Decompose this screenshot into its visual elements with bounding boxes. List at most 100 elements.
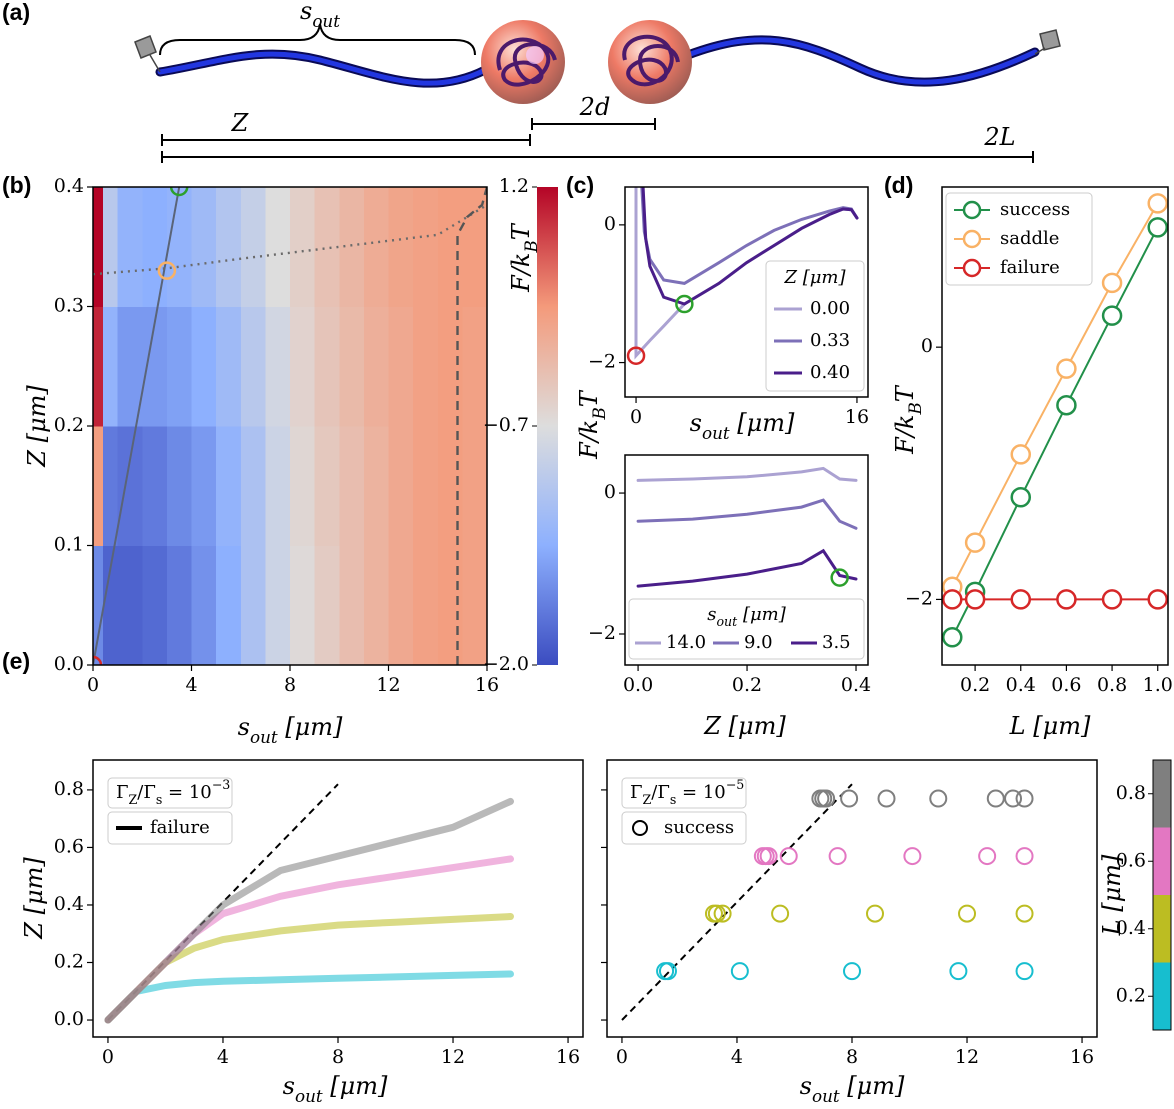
x-tick-label: 0.0 xyxy=(623,674,653,696)
point xyxy=(1012,488,1030,506)
heatmap-cell xyxy=(265,307,290,427)
heatmap-cell xyxy=(389,546,414,666)
point xyxy=(904,848,920,864)
colorbar-label: F/kBT xyxy=(507,222,541,293)
heatmap-cell xyxy=(103,426,118,546)
heatmap-cell xyxy=(389,307,414,427)
x-axis-label: sout [μm] xyxy=(800,1072,905,1106)
x-tick-label: 0.6 xyxy=(1051,674,1081,696)
heatmap-cell xyxy=(93,546,103,666)
heatmap-cell xyxy=(265,426,290,546)
heatmap-cell xyxy=(413,426,438,546)
schematic-label: 2d xyxy=(579,93,611,121)
heatmap-cell xyxy=(290,307,315,427)
heatmap-cell xyxy=(364,546,389,666)
y-tick-label: 0.2 xyxy=(54,414,84,436)
point xyxy=(1017,791,1033,807)
colorbar-tick-label: 0.2 xyxy=(1116,984,1146,1006)
point xyxy=(1017,963,1033,979)
point xyxy=(879,791,895,807)
heatmap-cell xyxy=(192,546,217,666)
x-tick-label: 12 xyxy=(955,1046,979,1068)
point xyxy=(930,791,946,807)
heatmap-cell xyxy=(241,546,266,666)
x-tick-label: 0 xyxy=(616,1046,628,1068)
legend-label: 0.00 xyxy=(810,298,850,319)
heatmap-cell xyxy=(290,546,315,666)
heatmap-cell xyxy=(241,307,266,427)
colorbar-tick-label: −0.7 xyxy=(483,414,529,436)
plot-area xyxy=(85,179,488,673)
x-tick-label: 4 xyxy=(217,1046,229,1068)
heatmap-cell xyxy=(142,187,167,307)
heatmap-cell xyxy=(192,307,217,427)
legend-label: 0.40 xyxy=(810,362,850,383)
point xyxy=(966,534,984,552)
schematic-label: 2L xyxy=(983,123,1015,151)
heatmap-cell xyxy=(93,426,103,546)
heatmap-cell xyxy=(167,307,192,427)
legend-label: success xyxy=(664,817,734,838)
panel-label: (a) xyxy=(2,0,30,25)
colorbar xyxy=(537,187,558,665)
legend-label: failure xyxy=(150,817,210,838)
point xyxy=(1017,906,1033,922)
heatmap-cell xyxy=(192,426,217,546)
x-tick-label: 8 xyxy=(332,1046,344,1068)
y-tick-label: −2 xyxy=(588,622,616,644)
x-tick-label: 0.8 xyxy=(1097,674,1127,696)
heatmap-cell xyxy=(339,546,364,666)
figure: (a) (b) (c) (d) (e) sout Z 2d 2L −2.0−0.… xyxy=(0,0,1174,1109)
heatmap-cell xyxy=(167,187,192,307)
y-tick-label: 0.4 xyxy=(54,175,84,197)
x-tick-label: 16 xyxy=(1070,1046,1094,1068)
x-tick-label: 0 xyxy=(102,1046,114,1068)
y-tick-label: −2 xyxy=(905,587,933,609)
y-tick-label: 0.4 xyxy=(54,893,84,915)
point xyxy=(943,590,961,608)
heatmap-cell xyxy=(315,307,340,427)
series-line xyxy=(638,551,856,586)
schematic-label: Z xyxy=(231,109,250,137)
x-tick-label: 8 xyxy=(846,1046,858,1068)
heatmap-cell xyxy=(118,426,143,546)
heatmap-cell xyxy=(103,307,118,427)
heatmap-cell xyxy=(265,187,290,307)
heatmap-cell xyxy=(241,187,266,307)
legend-label: 9.0 xyxy=(744,632,773,653)
heatmap-cell xyxy=(462,307,487,427)
y-tick-label: 0 xyxy=(921,335,933,357)
heatmap-cell xyxy=(290,426,315,546)
y-axis-label: Z [μm] xyxy=(20,857,48,940)
legend-swatch xyxy=(964,260,980,276)
point xyxy=(1103,274,1121,292)
y-tick-label: 0 xyxy=(604,481,616,503)
y-axis-label: F/kBT xyxy=(575,389,609,460)
x-axis-label: L [μm] xyxy=(1009,712,1091,740)
heatmap-cell xyxy=(364,187,389,307)
schematic-label: sout xyxy=(300,0,340,31)
heatmap-cell xyxy=(462,546,487,666)
legend-label: failure xyxy=(1000,257,1060,278)
point xyxy=(1057,360,1075,378)
heatmap-cell xyxy=(462,187,487,307)
heatmap-cell xyxy=(462,426,487,546)
heatmap-cell xyxy=(413,307,438,427)
colorbar-tick-label: 0.8 xyxy=(1116,782,1146,804)
colorbar-segment xyxy=(1153,963,1171,1031)
point xyxy=(1103,590,1121,608)
heatmap-cell xyxy=(216,187,241,307)
y-tick-label: −2 xyxy=(588,351,616,373)
colorbar-tick-label: −2.0 xyxy=(483,653,529,675)
legend-label: 0.33 xyxy=(810,330,850,351)
legend-label: success xyxy=(1000,199,1070,220)
colorbar-segment xyxy=(1153,828,1171,896)
point xyxy=(943,628,961,646)
legend-label: 14.0 xyxy=(666,632,706,653)
heatmap-cell xyxy=(413,187,438,307)
heatmap-cell xyxy=(216,307,241,427)
heatmap-cell xyxy=(389,187,414,307)
panel-label: (b) xyxy=(2,172,31,198)
heatmap-cell xyxy=(93,307,103,427)
x-tick-label: 1.0 xyxy=(1143,674,1173,696)
